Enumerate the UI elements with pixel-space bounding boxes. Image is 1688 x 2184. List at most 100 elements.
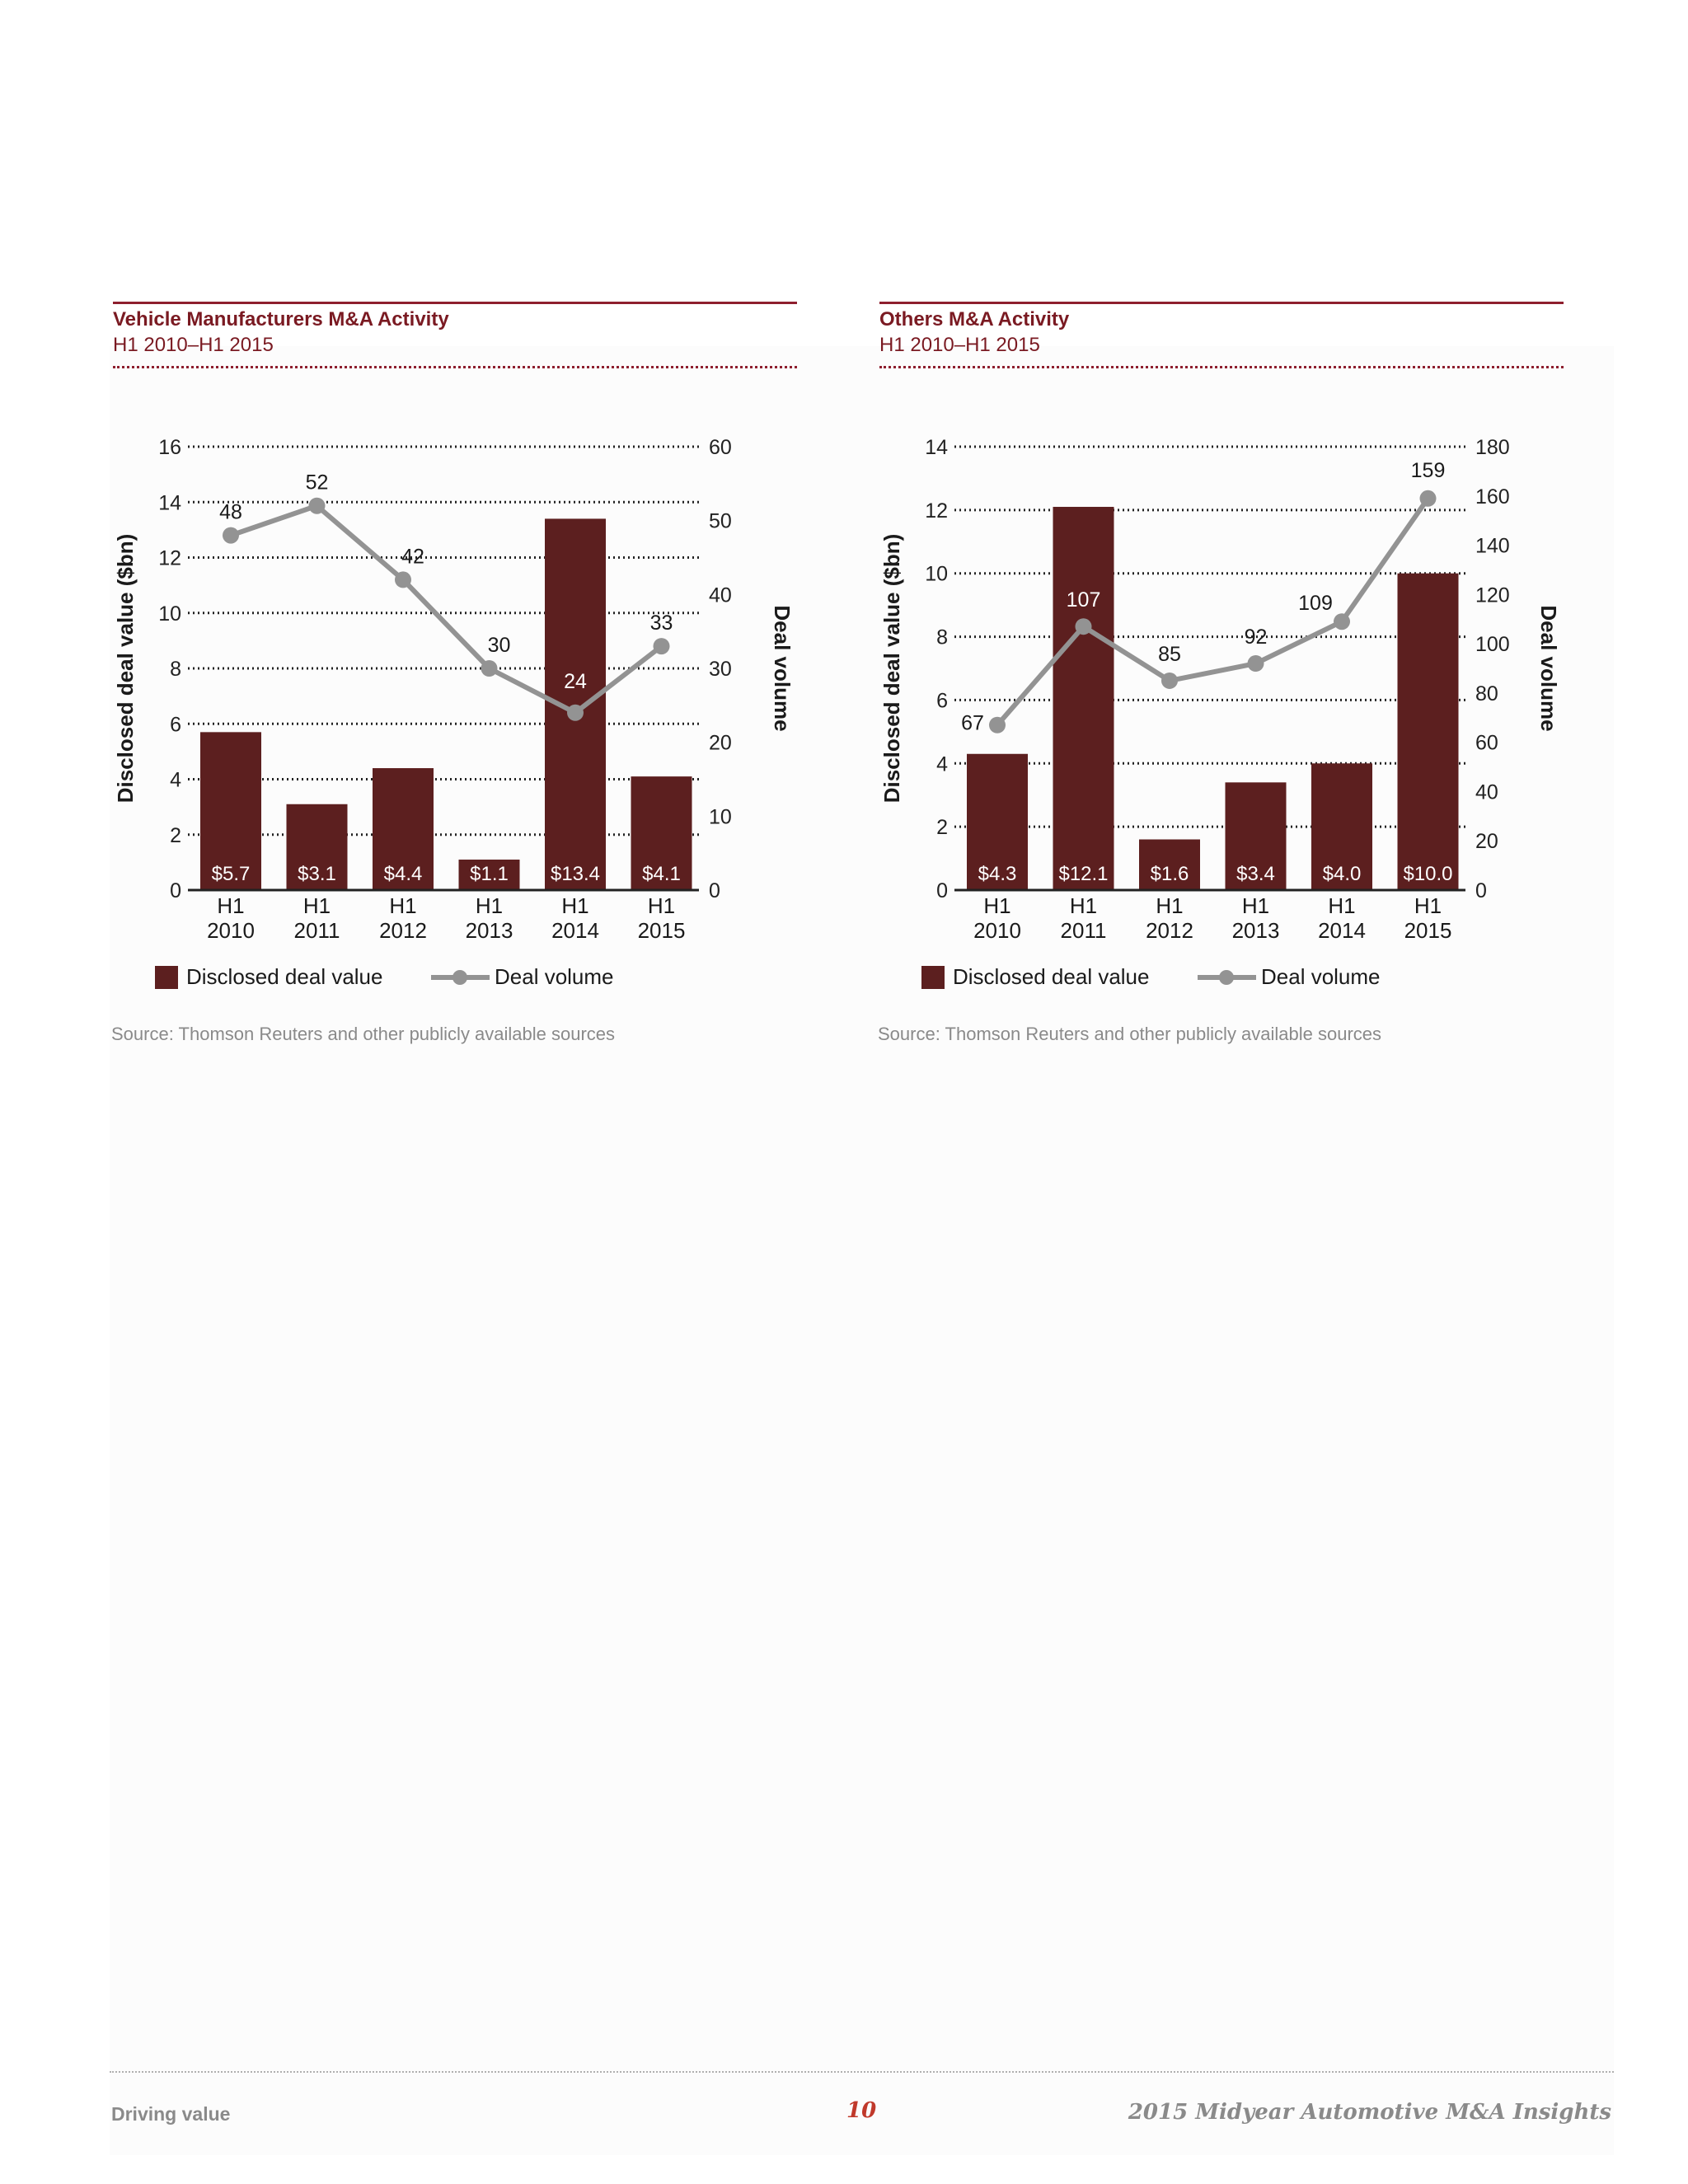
y2-tick-label: 160 (1475, 485, 1510, 509)
y-tick-label: 12 (158, 547, 181, 570)
bar-value-label: $4.4 (384, 863, 423, 885)
x-tick-label: 2014 (1318, 918, 1366, 943)
deal-volume-label: 30 (488, 634, 511, 657)
y-tick-label: 6 (170, 713, 181, 736)
legend-line-marker (1198, 970, 1256, 985)
chart-dotted-rule (113, 366, 797, 368)
page-background-panel (110, 346, 1614, 2155)
y-tick-label: 14 (925, 436, 948, 459)
page-number: 10 (846, 2098, 877, 2123)
deal-volume-label: 159 (1411, 459, 1446, 482)
x-tick-label: 2010 (207, 918, 255, 943)
chart-dotted-rule (879, 366, 1564, 368)
deal-volume-label: 42 (401, 545, 424, 568)
x-tick-label: 2013 (1232, 918, 1280, 943)
deal-volume-point (653, 638, 670, 655)
deal-volume-label: 107 (1067, 588, 1101, 612)
bar (458, 860, 520, 890)
bar-value-label: $4.0 (1323, 863, 1362, 885)
y2-tick-label: 60 (1475, 732, 1498, 755)
bar-value-label: $4.1 (642, 863, 681, 885)
y2-tick-label: 60 (709, 436, 732, 459)
x-tick-label: 2014 (551, 918, 599, 943)
legend-bar-label: Disclosed deal value (186, 964, 383, 989)
bar (373, 768, 434, 890)
y2-tick-label: 40 (1475, 780, 1498, 804)
bar-value-label: $5.7 (212, 863, 251, 885)
y2-tick-label: 80 (1475, 682, 1498, 705)
y-tick-label: 2 (170, 824, 181, 847)
bar (1053, 507, 1114, 890)
y-tick-label: 4 (936, 752, 948, 776)
x-tick-label: H1 (1414, 893, 1442, 918)
y2-tick-label: 50 (709, 510, 732, 533)
y-axis-title: Disclosed deal value ($bn) (113, 534, 138, 804)
deal-volume-label: 67 (961, 712, 984, 735)
bar (1225, 782, 1287, 890)
x-tick-label: H1 (648, 893, 675, 918)
deal-volume-point (395, 571, 411, 588)
chart-top-rule (879, 302, 1564, 304)
deal-volume-line (995, 497, 1430, 727)
x-tick-label: H1 (389, 893, 416, 918)
x-tick-label: 2013 (466, 918, 513, 943)
chart-source-note: Source: Thomson Reuters and other public… (878, 1024, 1382, 1044)
y2-tick-label: 20 (1475, 830, 1498, 853)
x-tick-label: H1 (1156, 893, 1183, 918)
x-tick-label: 2012 (379, 918, 427, 943)
deal-volume-point (1075, 618, 1092, 635)
bar-value-label: $10.0 (1403, 863, 1452, 885)
x-tick-label: 2011 (294, 918, 340, 943)
chart-title: Others M&A Activity (879, 308, 1070, 330)
bar (286, 804, 348, 890)
y2-tick-label: 0 (1475, 879, 1487, 902)
y2-tick-label: 120 (1475, 583, 1510, 607)
y2-tick-label: 180 (1475, 436, 1510, 459)
vehicle-manufacturers-chart: Vehicle Manufacturers M&A Activity H1 20… (110, 0, 798, 1071)
y-axis-title: Disclosed deal value ($bn) (879, 534, 904, 804)
deal-volume-label: 109 (1298, 592, 1333, 615)
y-tick-label: 8 (170, 658, 181, 681)
y-tick-label: 10 (158, 602, 181, 626)
x-tick-label: H1 (303, 893, 331, 918)
legend-bar-swatch (921, 966, 945, 989)
y-tick-label: 14 (158, 491, 181, 514)
y2-tick-label: 0 (709, 879, 720, 902)
bar-value-label: $1.6 (1151, 863, 1189, 885)
deal-volume-label: 52 (306, 471, 329, 494)
y-tick-label: 2 (936, 816, 948, 839)
deal-volume-label: 92 (1245, 626, 1268, 649)
legend-line-label: Deal volume (1261, 964, 1381, 989)
bar (631, 776, 692, 890)
footer-publication-title: 2015 Midyear Automotive M&A Insights (1128, 2100, 1611, 2125)
footer-rule (110, 2071, 1614, 2073)
bar-value-label: $3.4 (1236, 863, 1275, 885)
bar-value-label: $3.1 (298, 863, 336, 885)
bar (1311, 763, 1372, 890)
x-tick-label: H1 (1328, 893, 1355, 918)
y2-tick-label: 100 (1475, 633, 1510, 656)
y-tick-label: 4 (170, 769, 181, 792)
deal-volume-label: 48 (219, 501, 242, 524)
legend-line-marker (431, 970, 490, 985)
deal-volume-point (989, 716, 1006, 733)
deal-volume-label: 24 (564, 670, 587, 693)
bar-value-label: $1.1 (470, 863, 509, 885)
x-tick-label: H1 (1070, 893, 1097, 918)
bar (967, 753, 1028, 890)
x-tick-label: 2010 (973, 918, 1021, 943)
x-tick-label: 2012 (1146, 918, 1193, 943)
x-tick-label: H1 (983, 893, 1010, 918)
chart-subtitle: H1 2010–H1 2015 (113, 334, 274, 356)
deal-volume-point (567, 704, 584, 721)
deal-volume-point (1161, 672, 1178, 689)
y2-tick-label: 40 (709, 583, 732, 607)
x-tick-label: 2011 (1061, 918, 1107, 943)
legend-line-label: Deal volume (495, 964, 614, 989)
deal-volume-point (481, 660, 498, 677)
x-tick-label: 2015 (638, 918, 686, 943)
y-tick-label: 0 (936, 879, 948, 902)
legend-bar-swatch (155, 966, 178, 989)
y-tick-label: 0 (170, 879, 181, 902)
